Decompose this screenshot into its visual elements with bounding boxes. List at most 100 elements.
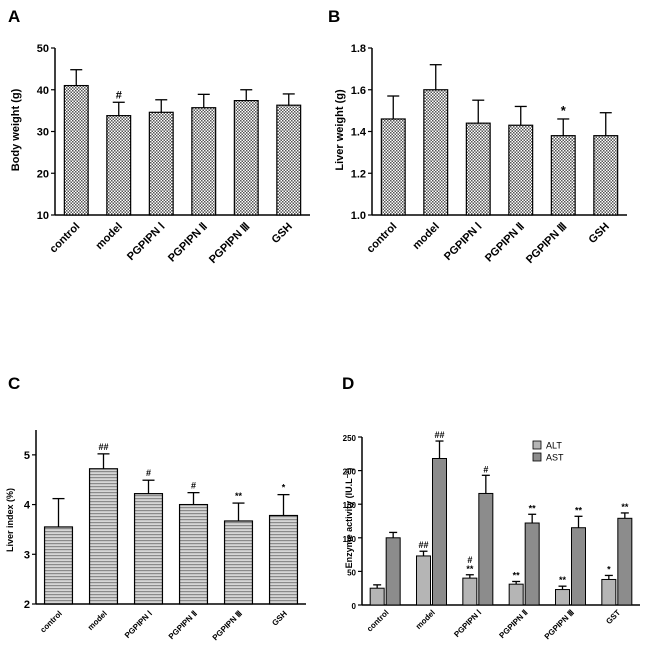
y-tick-label: 50 — [37, 43, 49, 55]
x-tick-label: control — [365, 608, 391, 634]
significance-mark: ** — [575, 505, 583, 515]
bar-gsh — [593, 135, 619, 216]
y-tick-label: 200 — [343, 468, 357, 477]
legend-swatch-ast — [532, 452, 542, 462]
x-tick-label: PGPIPN Ⅰ — [125, 221, 167, 263]
y-axis-title-d: Enzyme activity (IU.L⁻¹) — [344, 468, 354, 569]
y-tick-label: 3 — [24, 549, 30, 561]
significance-mark: * — [607, 564, 611, 574]
y-tick-label: 10 — [37, 210, 49, 222]
bar-ast-model — [432, 458, 447, 606]
y-tick-label: 250 — [343, 434, 357, 443]
bar-alt-gst — [601, 578, 617, 606]
y-tick-label: 1.6 — [351, 85, 366, 97]
y-tick-label: 30 — [37, 127, 49, 139]
y-tick-label: 150 — [343, 501, 357, 510]
bar-pgpipn — [148, 111, 174, 216]
bar-pgpipn — [133, 493, 164, 605]
bar-control — [380, 118, 406, 216]
legend-label-alt: ALT — [546, 441, 562, 451]
significance-mark: * — [282, 483, 286, 493]
y-tick-label: 1.0 — [351, 210, 366, 222]
significance-mark: ** — [559, 575, 567, 585]
bar-alt-model — [416, 555, 431, 606]
bar-control — [43, 526, 74, 605]
x-tick-label: model — [86, 609, 109, 632]
significance-mark: # — [191, 481, 196, 491]
y-tick-label: 4 — [24, 500, 31, 512]
significance-mark: ** — [466, 564, 474, 574]
bar-model — [106, 115, 132, 216]
x-tick-label: PGPIPN Ⅱ — [483, 221, 527, 265]
x-tick-label: PGPIPN Ⅲ — [211, 609, 244, 642]
bar-ast-gst — [617, 517, 633, 606]
bar-control — [63, 84, 89, 216]
significance-mark: # — [116, 89, 122, 101]
x-tick-label: PGPIPN Ⅲ — [207, 221, 252, 266]
bar-pgpipn — [465, 122, 491, 216]
significance-mark: ** — [529, 503, 537, 513]
panel-label-c: C — [8, 374, 20, 393]
bar-alt-control — [369, 587, 385, 606]
x-tick-label: control — [365, 221, 400, 256]
significance-mark: ** — [513, 570, 521, 580]
significance-mark: # — [146, 468, 151, 478]
x-tick-label: PGPIPN Ⅰ — [452, 608, 483, 639]
legend-swatch-alt — [532, 440, 542, 450]
legend-label-ast: AST — [546, 453, 564, 463]
y-axis-title-b: Liver weight (g) — [334, 89, 346, 171]
bar-ast-pgpipn — [571, 527, 586, 606]
bar-model — [88, 468, 119, 605]
bar-pgpipn — [191, 107, 217, 216]
y-tick-label: 0 — [352, 602, 357, 611]
bar-model — [423, 89, 449, 216]
y-tick-label: 5 — [24, 450, 30, 462]
bar-pgpipn — [508, 124, 534, 216]
significance-mark: # — [467, 555, 472, 565]
chart-liver-index: 2 3 4 5 control ## model # PGPIPN Ⅰ # PGPIPN Ⅱ ** PG… — [24, 430, 306, 642]
significance-mark: # — [483, 464, 488, 474]
y-axis-title-a: Body weight (g) — [10, 88, 22, 171]
bar-alt-pgpipn — [555, 589, 570, 606]
x-tick-label: model — [93, 221, 124, 252]
panel-d: D 050100150200250control####model#**#PGP… — [342, 374, 640, 641]
y-tick-label: 20 — [37, 168, 49, 180]
y-tick-label: 1.8 — [351, 43, 366, 55]
bar-alt-pgpipn — [508, 583, 524, 606]
y-tick-label: 50 — [347, 568, 356, 577]
significance-mark: ** — [235, 491, 243, 501]
bar-pgpipn — [178, 503, 209, 605]
y-axis-title-c: Liver index (%) — [5, 488, 15, 552]
panel-label-b: B — [328, 7, 340, 26]
x-tick-label: model — [414, 608, 437, 631]
panel-label-d: D — [342, 374, 354, 393]
x-tick-label: control — [38, 609, 64, 635]
panel-label-a: A — [8, 7, 20, 26]
x-tick-label: control — [48, 221, 83, 256]
y-tick-label: 1.4 — [351, 127, 367, 139]
x-tick-label: GSH — [587, 221, 612, 246]
legend: ALT AST — [532, 440, 564, 463]
bar-ast-pgpipn — [524, 522, 540, 606]
x-tick-label: PGPIPN Ⅲ — [524, 221, 569, 266]
x-tick-label: PGPIPN Ⅱ — [166, 221, 210, 265]
y-tick-label: 1.2 — [351, 168, 366, 180]
significance-mark: ** — [621, 502, 629, 512]
bar-ast-pgpipn — [478, 492, 494, 606]
chart-enzyme-activity: 050100150200250control####model#**#PGPIP… — [343, 430, 640, 641]
x-tick-label: PGPIPN Ⅰ — [123, 609, 154, 640]
x-tick-label: PGPIPN Ⅰ — [442, 221, 484, 263]
x-tick-label: GST — [604, 608, 622, 626]
x-tick-label: PGPIPN Ⅲ — [543, 608, 576, 641]
significance-mark: * — [561, 103, 567, 118]
x-tick-label: GSH — [270, 609, 289, 628]
x-tick-label: PGPIPN Ⅱ — [497, 608, 529, 640]
bar-pgpipn — [223, 520, 254, 605]
bar-pgpipn — [233, 100, 259, 216]
bar-ast-control — [385, 537, 401, 606]
bar-gsh — [276, 104, 302, 216]
